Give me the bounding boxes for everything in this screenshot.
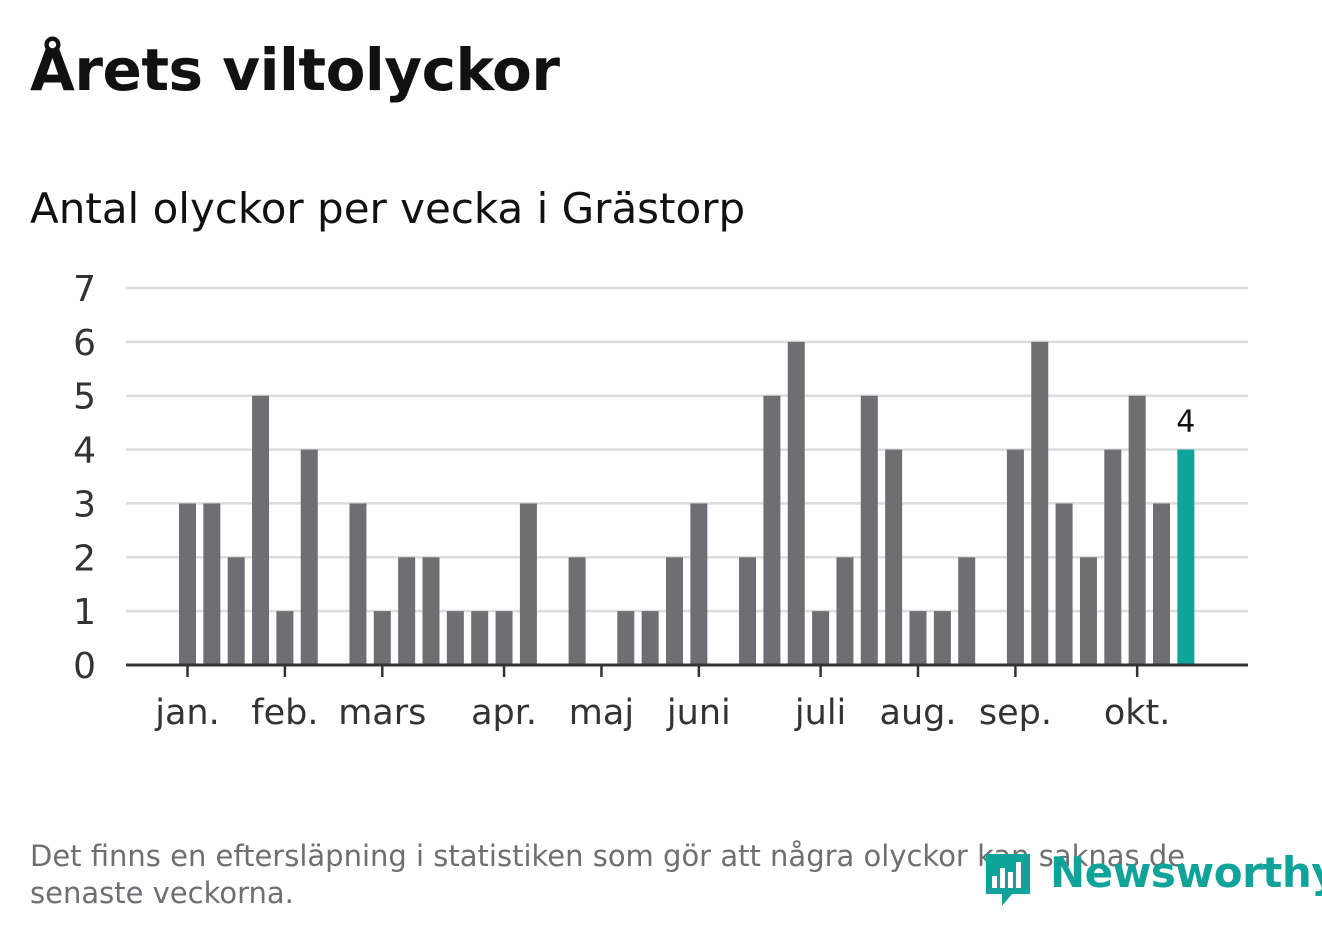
bar bbox=[787, 341, 805, 665]
chart-subtitle: Antal olyckor per vecka i Grästorp bbox=[30, 184, 746, 233]
bars bbox=[179, 341, 1195, 665]
x-tick-label: apr. bbox=[471, 693, 537, 733]
y-tick-label: 3 bbox=[73, 484, 96, 525]
y-tick-label: 0 bbox=[73, 646, 96, 687]
y-axis: 0 1 2 3 4 5 6 7 bbox=[73, 269, 96, 687]
bar bbox=[763, 395, 781, 665]
bar bbox=[276, 611, 294, 665]
y-tick-label: 2 bbox=[73, 538, 96, 579]
bar bbox=[300, 449, 318, 665]
bar bbox=[739, 557, 757, 665]
newsworthy-logo-icon bbox=[986, 854, 1030, 906]
x-tick-label: jan. bbox=[154, 693, 219, 733]
bar bbox=[860, 395, 878, 665]
x-tick-label: okt. bbox=[1104, 693, 1171, 733]
bar bbox=[1128, 395, 1146, 665]
data-labels: 4 bbox=[1176, 405, 1195, 440]
bar-chart: 0 1 2 3 4 5 6 7 jan. feb. mars apr. maj juni juli aug.… bbox=[73, 269, 1248, 733]
bar bbox=[227, 557, 245, 665]
chart-title: Årets viltolyckor bbox=[30, 36, 560, 104]
x-axis: jan. feb. mars apr. maj juni juli aug. sep. okt. bbox=[126, 663, 1248, 733]
bar bbox=[422, 557, 440, 665]
bar bbox=[446, 611, 464, 665]
y-tick-label: 1 bbox=[73, 592, 96, 633]
bar bbox=[495, 611, 513, 665]
bar bbox=[1104, 449, 1122, 665]
y-tick-label: 6 bbox=[73, 323, 96, 364]
grid-layer bbox=[126, 286, 1248, 613]
bar bbox=[203, 503, 221, 665]
data-label: 4 bbox=[1176, 405, 1195, 440]
bar bbox=[398, 557, 416, 665]
bar bbox=[1055, 503, 1073, 665]
x-tick-label: mars bbox=[338, 693, 426, 733]
bar bbox=[617, 611, 635, 665]
x-tick-label: maj bbox=[569, 693, 634, 733]
bar bbox=[1153, 503, 1170, 665]
bar bbox=[471, 611, 489, 665]
bar bbox=[933, 611, 951, 665]
bar bbox=[1031, 341, 1049, 665]
x-tick-label: juni bbox=[666, 693, 731, 733]
x-tick-label: feb. bbox=[251, 693, 318, 733]
y-tick-label: 4 bbox=[73, 431, 96, 472]
bar bbox=[666, 557, 683, 665]
bar bbox=[885, 449, 903, 665]
y-tick-label: 5 bbox=[73, 377, 96, 418]
bar bbox=[373, 611, 391, 665]
bar bbox=[909, 611, 927, 665]
bar bbox=[252, 395, 270, 665]
bar bbox=[179, 503, 196, 665]
bar bbox=[568, 557, 586, 665]
bar bbox=[519, 503, 537, 665]
bar bbox=[836, 557, 854, 665]
y-tick-label: 7 bbox=[73, 269, 96, 310]
bar-highlight bbox=[1177, 449, 1195, 665]
brand-name: Newsworthy bbox=[1050, 848, 1322, 897]
bar bbox=[958, 557, 976, 665]
bar bbox=[1079, 557, 1097, 665]
bar bbox=[349, 503, 367, 665]
bar bbox=[690, 503, 708, 665]
x-tick-label: juli bbox=[794, 693, 846, 733]
bar bbox=[812, 611, 830, 665]
bar bbox=[641, 611, 659, 665]
x-tick-label: sep. bbox=[979, 693, 1052, 733]
bar bbox=[1006, 449, 1024, 665]
x-tick-label: aug. bbox=[880, 693, 957, 733]
brand-logo: Newsworthy bbox=[982, 846, 1322, 910]
